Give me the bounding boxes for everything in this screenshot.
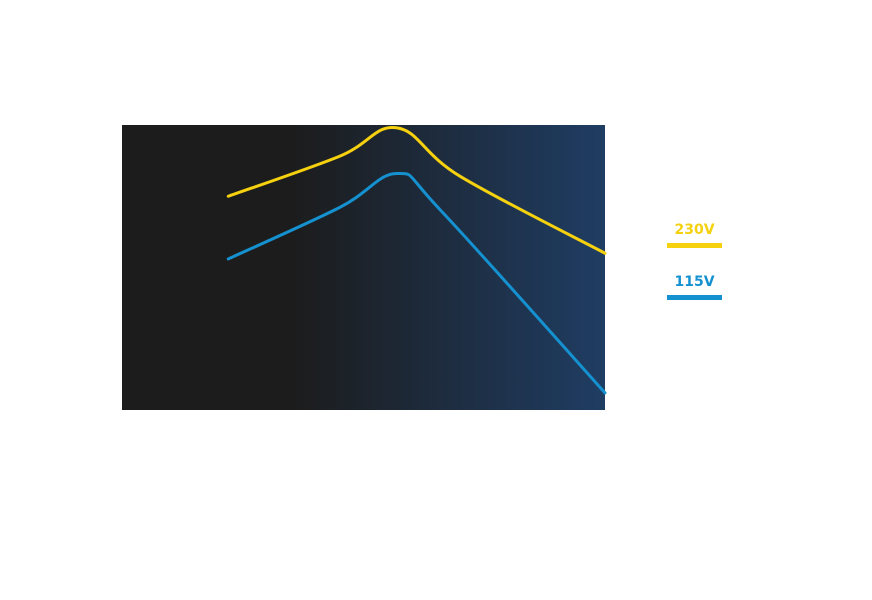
legend-swatch (667, 243, 722, 248)
legend-item-230v: 230V (667, 222, 722, 248)
series-line-230v (226, 125, 607, 255)
legend-label: 230V (674, 222, 714, 238)
legend-item-115v: 115V (667, 274, 722, 300)
legend: 230V 115V (667, 222, 722, 300)
legend-swatch (667, 295, 722, 300)
series-line-115v (226, 171, 607, 395)
series-layer (226, 125, 607, 395)
legend-label: 115V (674, 274, 714, 290)
plot-area-background (122, 125, 605, 410)
